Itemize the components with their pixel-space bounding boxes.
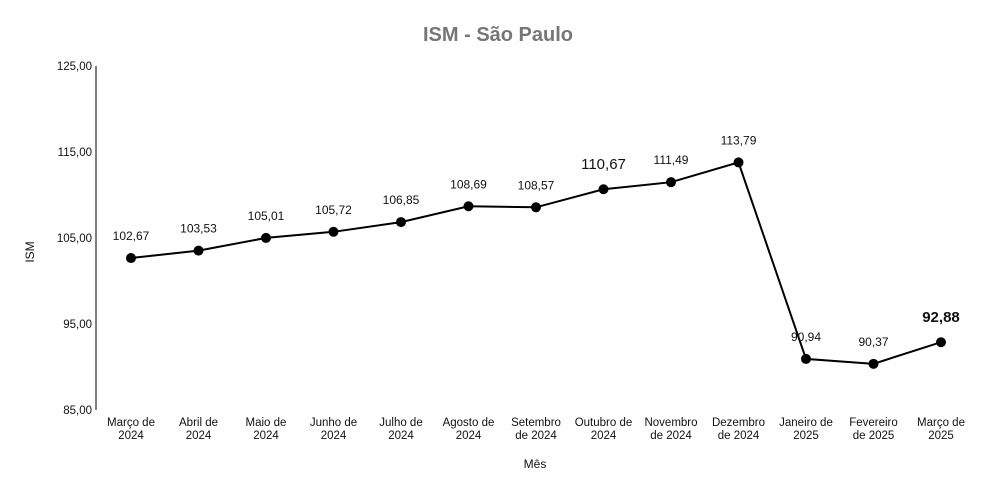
data-point — [936, 337, 946, 348]
x-tick-label: Fevereiro de 2025 — [849, 417, 898, 442]
x-tick-label: Janeiro de 2025 — [779, 417, 833, 442]
data-points — [126, 157, 946, 369]
x-tick-label: Março de 2024 — [107, 417, 155, 442]
data-labels: 102,67 103,53 105,01 105,72 106,85 108,69 108,… — [113, 133, 960, 348]
x-tick-label: Abril de 2024 — [179, 417, 218, 442]
x-tick-label: Dezembro de 2024 — [712, 417, 765, 442]
data-point — [463, 201, 474, 212]
x-tick-label: Outubro de 2024 — [575, 417, 633, 442]
data-label: 90,37 — [858, 335, 888, 349]
x-tick-label: Março de 2025 — [917, 417, 965, 442]
data-label: 108,57 — [518, 178, 555, 192]
y-tick-label: 125,00 — [57, 61, 92, 73]
data-point — [801, 353, 811, 364]
data-point — [396, 217, 406, 228]
y-axis-label: ISM — [23, 241, 37, 262]
data-point — [193, 245, 204, 256]
data-point — [328, 226, 339, 237]
data-point — [868, 358, 879, 369]
data-label: 105,01 — [248, 209, 285, 223]
data-label: 105,72 — [315, 203, 352, 217]
data-label: 103,53 — [180, 222, 217, 236]
x-tick-labels: Março de 2024 Abril de 2024 Maio de 2024 Junho… — [107, 417, 965, 442]
y-tick-labels: 125,00 115,00 105,00 95,00 85,00 — [57, 61, 92, 417]
data-label: 111,49 — [654, 153, 689, 167]
chart-title: ISM - São Paulo — [423, 24, 573, 46]
data-point — [733, 157, 744, 168]
data-point — [666, 177, 676, 188]
data-label: 102,67 — [113, 229, 150, 243]
data-point — [598, 184, 609, 195]
data-label: 113,79 — [721, 133, 757, 147]
data-point — [531, 202, 541, 213]
data-label: 108,69 — [450, 177, 487, 191]
x-tick-label: Novembro de 2024 — [644, 417, 697, 442]
data-label: 90,94 — [791, 330, 821, 344]
y-tick-label: 105,00 — [57, 233, 92, 245]
x-tick-label: Julho de 2024 — [379, 417, 422, 442]
x-axis-label: Mês — [524, 457, 547, 471]
y-tick-label: 95,00 — [63, 319, 92, 331]
x-tick-label: Maio de 2024 — [246, 417, 287, 442]
data-point — [126, 253, 136, 264]
y-tick-label: 85,00 — [63, 405, 92, 417]
x-tick-label: Junho de 2024 — [310, 417, 357, 442]
data-point — [261, 232, 271, 243]
x-tick-label: Setembro de 2024 — [511, 417, 561, 442]
data-label: 92,88 — [922, 309, 960, 326]
y-tick-label: 115,00 — [58, 147, 92, 159]
x-tick-label: Agosto de 2024 — [443, 417, 495, 442]
data-label: 106,85 — [383, 193, 420, 207]
data-label: 110,67 — [581, 156, 626, 173]
